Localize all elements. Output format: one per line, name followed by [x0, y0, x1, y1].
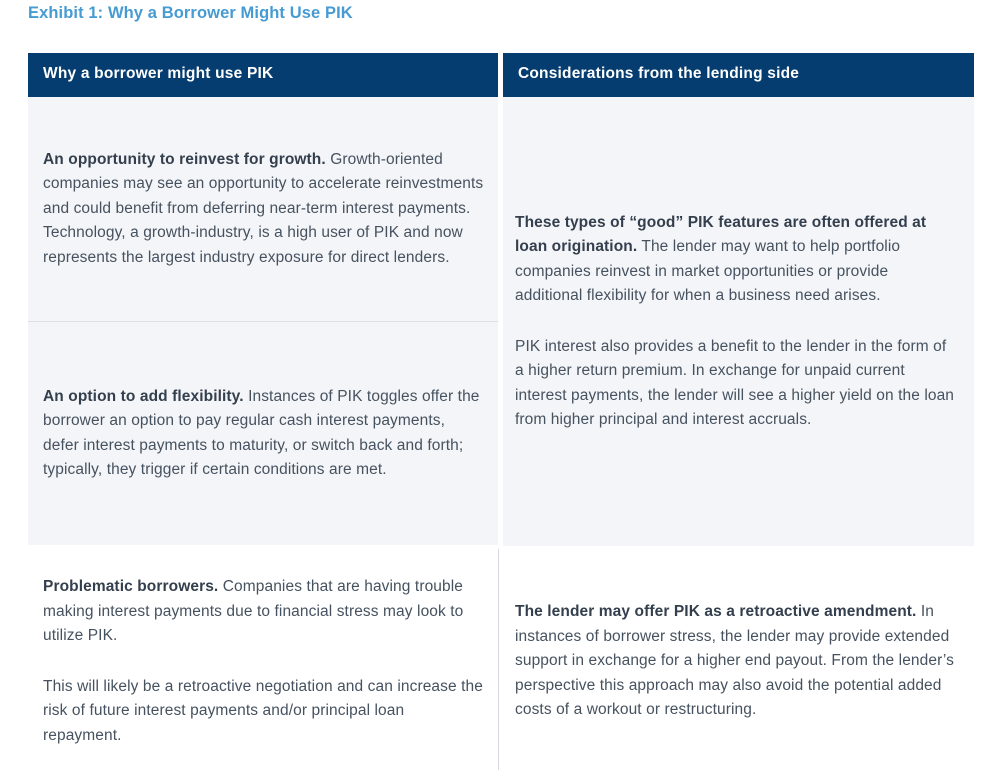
cell-body-text: Instances of PIK toggles offer the borro… [43, 387, 480, 479]
borrower-column-top: An opportunity to reinvest for growth. G… [28, 97, 498, 546]
cell-retroactive-amendment: The lender may offer PIK as a retroactiv… [503, 549, 974, 774]
cell-good-pik-features: These types of “good” PIK features are o… [503, 97, 974, 546]
cell-body-text: The lender may want to help portfolio co… [515, 238, 901, 304]
cell-lead-text: The lender may offer PIK as a retroactiv… [515, 603, 917, 621]
header-lender-column: Considerations from the lending side [503, 53, 974, 97]
cell-lead-text: Problematic borrowers. [43, 578, 219, 595]
cell-body-text: In instances of borrower stress, the len… [515, 603, 955, 719]
cell-paragraph-2: PIK interest also provides a benefit to … [515, 337, 955, 429]
lender-column-top: These types of “good” PIK features are o… [503, 97, 974, 546]
header-borrower-column: Why a borrower might use PIK [28, 53, 498, 97]
cell-paragraph: These types of “good” PIK features are o… [515, 211, 958, 309]
cell-paragraph: Problematic borrowers. Companies that ar… [43, 575, 484, 649]
table-bottom-row: Problematic borrowers. Companies that ar… [28, 549, 974, 774]
cell-reinvest-for-growth: An opportunity to reinvest for growth. G… [28, 97, 498, 322]
cell-paragraph: The lender may offer PIK as a retroactiv… [515, 600, 958, 723]
cell-paragraph: An option to add flexibility. Instances … [43, 385, 484, 483]
cell-problematic-borrowers: Problematic borrowers. Companies that ar… [28, 549, 498, 774]
pik-comparison-table: Why a borrower might use PIK Considerati… [28, 53, 974, 774]
column-divider-line [498, 549, 499, 770]
cell-add-flexibility: An option to add flexibility. Instances … [28, 322, 498, 545]
cell-lead-text: An option to add flexibility. [43, 387, 244, 405]
cell-body-text: Growth-oriented companies may see an opp… [43, 150, 484, 266]
exhibit-title: Exhibit 1: Why a Borrower Might Use PIK [28, 4, 353, 22]
cell-paragraph-2: This will likely be a retroactive negoti… [43, 677, 483, 744]
cell-paragraph: An opportunity to reinvest for growth. G… [43, 148, 484, 271]
table-top-section: An opportunity to reinvest for growth. G… [28, 97, 974, 546]
cell-lead-text: These types of “good” PIK features are o… [515, 213, 927, 256]
table-header-row: Why a borrower might use PIK Considerati… [28, 53, 974, 97]
cell-body-text: Companies that are having trouble making… [43, 578, 464, 644]
cell-lead-text: An opportunity to reinvest for growth. [43, 150, 326, 168]
